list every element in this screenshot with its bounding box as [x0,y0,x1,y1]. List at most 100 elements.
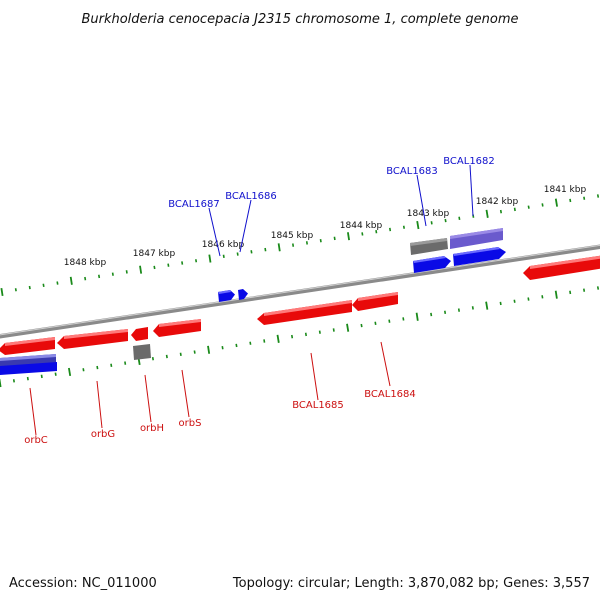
forward-gene-labels: BCAL1687 BCAL1686 BCAL1683 BCAL1682 [168,156,495,210]
label-orbC[interactable]: orbC [24,435,48,446]
upper-scale-minor-tick [333,236,336,241]
gene-BCAL1684-shade [358,292,398,301]
leader-orbS [181,369,190,418]
label-orbG[interactable]: orbG [91,429,115,440]
leader-orbG [96,380,103,429]
label-BCAL1683[interactable]: BCAL1683 [386,166,438,177]
lower-scale-minor-tick [430,312,433,317]
lower-scale-minor-tick [54,372,57,376]
upper-scale-minor-tick [444,218,447,223]
leader-BCAL1682 [469,164,474,217]
lower-scale-major-tick [346,323,350,332]
lower-scale-minor-tick [374,321,377,326]
lower-scale-minor-tick [360,323,363,328]
reverse-gene-labels: orbC orbG orbH orbS BCAL1685 BCAL1684 [24,389,416,446]
scale-label-1842: 1842 kbp [476,197,519,207]
upper-scale-minor-tick [292,243,295,247]
upper-scale-minor-tick [527,205,530,209]
upper-scale-minor-tick [458,216,461,221]
lower-scale-minor-tick [388,319,391,323]
gene-BCAL1682[interactable] [453,247,506,266]
feature-grey-orbH[interactable] [133,344,151,360]
upper-scale-minor-tick [56,281,59,285]
lower-scale-minor-tick [263,339,266,343]
gene-reverse-right-shade [530,255,600,269]
upper-scale-minor-tick [236,252,239,256]
upper-scale-minor-tick [181,261,184,265]
label-orbH[interactable]: orbH [140,423,164,434]
upper-scale-minor-tick [250,250,253,254]
label-BCAL1685[interactable]: BCAL1685 [292,400,344,411]
scale-label-1843: 1843 kbp [407,209,450,219]
upper-scale-minor-tick [361,232,364,236]
lower-scale-major-tick [276,334,280,343]
lower-scale-minor-tick [165,354,168,359]
label-BCAL1684[interactable]: BCAL1684 [364,389,416,400]
scale-label-1844: 1844 kbp [340,221,383,231]
upper-scale-minor-tick [222,254,225,259]
gene-reverse-right[interactable] [523,255,600,280]
feature-grey-1843-shade [410,238,447,246]
lower-scale-minor-tick [318,330,321,334]
lower-scale-minor-tick [193,350,196,354]
upper-scale-major-tick [416,220,420,230]
lower-scale-major-tick [415,312,419,321]
scale-label-1845: 1845 kbp [271,231,314,241]
label-BCAL1687[interactable]: BCAL1687 [168,199,220,210]
feature-pseudogene-1842-shade [450,228,503,239]
scale-label-1846: 1846 kbp [202,240,245,250]
lower-scale-minor-tick [235,343,238,348]
upper-scale-minor-tick [389,227,392,232]
upper-scale-major-tick [485,209,489,218]
lower-scale-minor-tick [471,306,474,310]
lower-scale-minor-tick [583,288,586,292]
map-title: Burkholderia cenocepacia J2315 chromosom… [81,12,518,27]
lower-scale-track [0,286,600,388]
leader-BCAL1686 [239,199,252,253]
lower-scale-minor-tick [457,308,460,312]
gene-BCAL1682-shade [453,247,500,256]
upper-scale-minor-tick [513,207,516,212]
lower-scale-minor-tick [291,334,294,339]
forward-leader-lines [208,164,474,257]
lower-scale-major-tick [485,301,489,310]
leader-BCAL1684 [380,341,391,387]
upper-scale-minor-tick [319,238,322,243]
lower-scale-minor-tick [304,332,307,337]
gene-forward-left[interactable] [0,362,57,375]
lower-scale-major-tick [554,290,558,299]
lower-scale-minor-tick [527,297,530,301]
upper-scale-minor-tick [111,272,114,276]
lower-scale-minor-tick [96,365,99,370]
gene-BCAL1686[interactable] [238,289,248,300]
label-orbS[interactable]: orbS [179,418,202,429]
gene-orbG[interactable] [57,329,128,349]
gene-orbH[interactable] [131,327,148,341]
upper-scale-minor-tick [402,225,405,229]
leader-BCAL1683 [416,174,427,227]
upper-scale-minor-tick [375,229,378,234]
lower-scale-minor-tick [221,345,224,350]
lower-scale-minor-tick [40,374,43,379]
upper-scale-minor-tick [14,288,17,292]
lower-scale-minor-tick [110,363,113,368]
label-BCAL1682[interactable]: BCAL1682 [443,156,495,167]
gene-orbS-shade [159,319,201,327]
gene-BCAL1684[interactable] [352,292,398,311]
scale-label-1847: 1847 kbp [133,249,176,259]
label-BCAL1686[interactable]: BCAL1686 [225,191,277,202]
upper-scale-major-tick [139,265,143,274]
feature-pseudogene-1842[interactable] [450,228,503,249]
lower-scale-major-tick [68,367,72,377]
lower-scale-minor-tick [402,317,405,321]
lower-scale-minor-tick [249,341,252,345]
reverse-leader-lines [29,341,391,436]
forward-genes [218,228,506,302]
accession-text: Accession: NC_011000 [9,576,157,591]
upper-scale-minor-tick [28,285,31,290]
leader-orbH [144,374,152,423]
leader-orbC [29,387,37,436]
upper-scale-minor-tick [305,241,308,245]
